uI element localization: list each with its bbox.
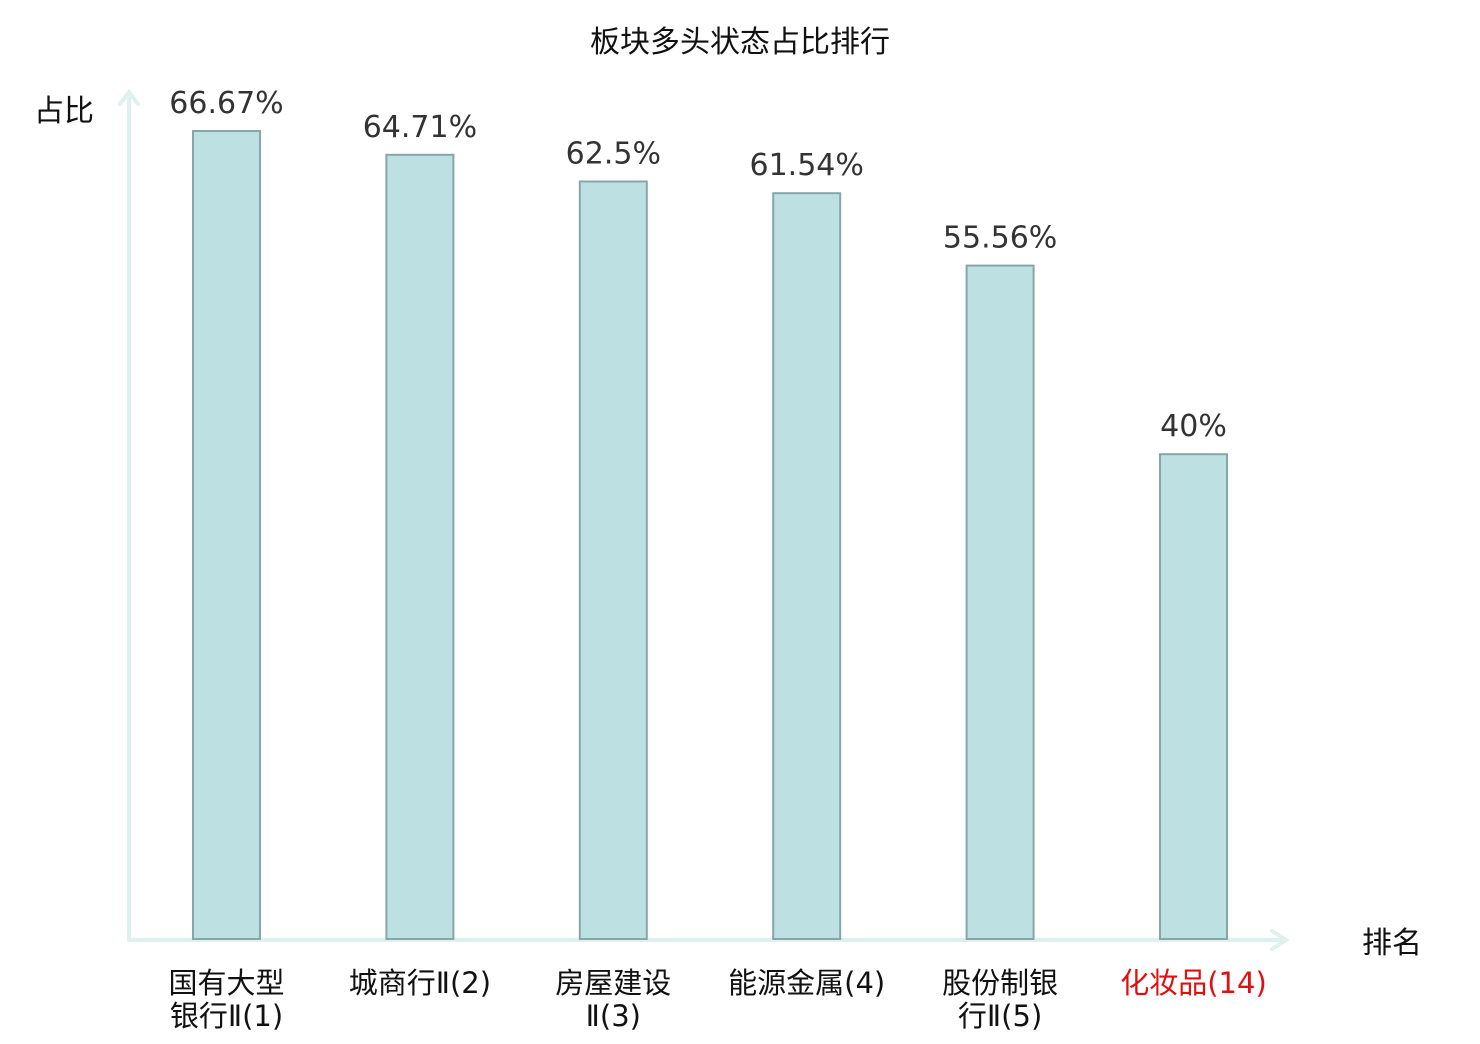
x-tick-label: 行Ⅱ(5) bbox=[958, 999, 1042, 1033]
bar bbox=[772, 192, 842, 940]
y-axis-label: 占比 bbox=[34, 94, 94, 129]
x-tick-label: 股份制银 bbox=[942, 966, 1058, 1000]
bar-value-label: 55.56% bbox=[943, 221, 1057, 256]
bar-value-label: 62.5% bbox=[566, 137, 661, 172]
x-tick-label: 银行Ⅱ(1) bbox=[170, 999, 283, 1033]
x-tick-label: Ⅱ(3) bbox=[586, 999, 641, 1033]
x-axis-arrow bbox=[1270, 929, 1290, 951]
bar bbox=[192, 130, 261, 940]
bar bbox=[965, 264, 1035, 941]
y-axis-arrow bbox=[118, 88, 140, 106]
bar bbox=[578, 180, 648, 940]
value-labels-layer: 66.67% 64.71% 62.5% 61.54% 55.56% 40% bbox=[169, 86, 1227, 444]
bar-value-label: 40% bbox=[1160, 409, 1227, 444]
bar-value-label: 64.71% bbox=[363, 110, 477, 145]
x-axis-label: 排名 bbox=[1362, 926, 1422, 961]
x-tick-label: 国有大型 bbox=[168, 966, 284, 1000]
bar bbox=[1159, 453, 1228, 940]
chart-title: 板块多头状态占比排行 bbox=[590, 25, 890, 60]
x-tick-label: 城商行Ⅱ(2) bbox=[349, 966, 491, 1000]
x-tick-label: 房屋建设 bbox=[555, 966, 671, 1000]
bar bbox=[385, 153, 455, 941]
x-tick-label: 化妆品(14) bbox=[1120, 966, 1267, 1000]
x-tick-label: 能源金属(4) bbox=[728, 966, 885, 1000]
bars-layer bbox=[192, 130, 1228, 941]
bar-value-label: 66.67% bbox=[169, 86, 283, 121]
bar-value-label: 61.54% bbox=[750, 148, 864, 183]
